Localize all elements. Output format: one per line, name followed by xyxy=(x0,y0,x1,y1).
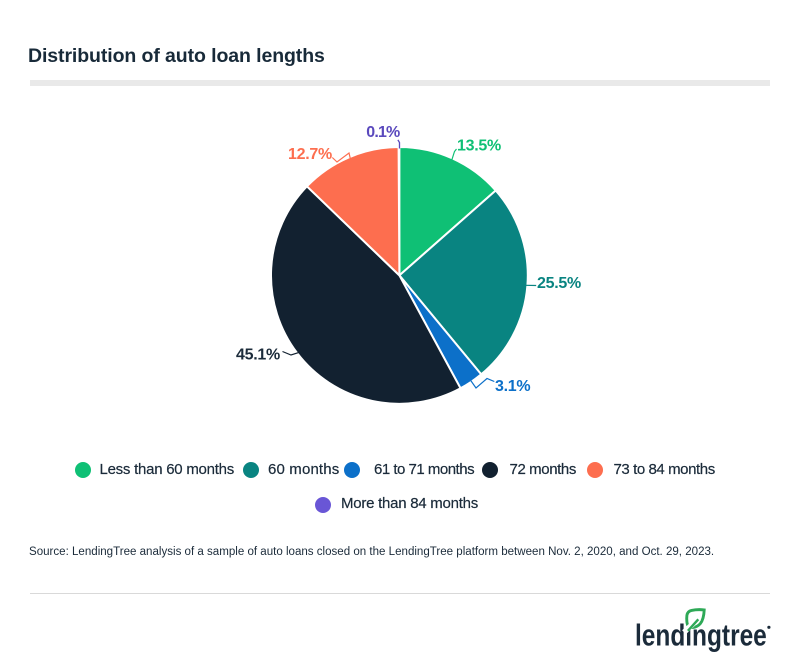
svg-text:3.1%: 3.1% xyxy=(495,378,530,395)
svg-text:12.7%: 12.7% xyxy=(288,146,332,163)
svg-text:0.1%: 0.1% xyxy=(366,124,400,141)
svg-text:25.5%: 25.5% xyxy=(537,275,581,292)
svg-text:45.1%: 45.1% xyxy=(236,346,280,363)
svg-text:13.5%: 13.5% xyxy=(457,138,501,155)
